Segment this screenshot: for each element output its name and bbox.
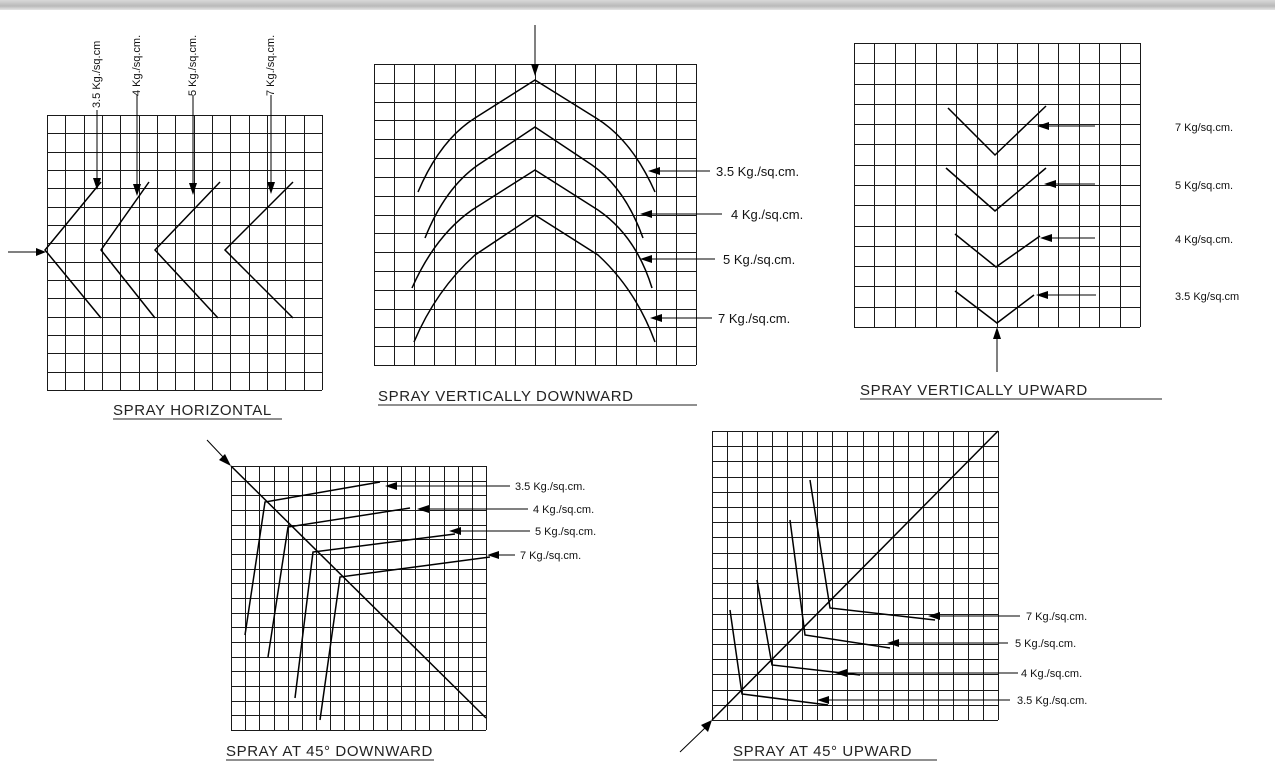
label-7-kg-45u: 7 Kg./sq.cm. <box>1026 611 1087 623</box>
title-spray-horizontal: SPRAY HORIZONTAL <box>113 402 272 419</box>
label-3-5-kg-45d: 3.5 Kg./sq.cm. <box>515 481 585 493</box>
pressure-arrows-downward <box>640 167 722 322</box>
panel-spray-vertically-downward: 3.5 Kg./sq.cm. 4 Kg./sq.cm. 5 Kg./sq.cm.… <box>374 25 803 406</box>
pressure-arrows-45-downward <box>385 482 530 559</box>
label-3-5-kg-45u: 3.5 Kg./sq.cm. <box>1017 695 1087 707</box>
label-3-5-kg: 3.5 Kg./sq.cm <box>91 41 103 108</box>
pattern-curves-horizontal <box>44 181 294 319</box>
label-4-kg-45d: 4 Kg./sq.cm. <box>533 504 594 516</box>
panel-spray-45-upward: 7 Kg./sq.cm. 5 Kg./sq.cm. 4 Kg./sq.cm. 3… <box>679 430 1087 761</box>
pressure-arrows-horizontal <box>93 95 275 196</box>
grid-spray-vertically-upward <box>854 43 1141 328</box>
pressure-arrows-45-upward <box>817 612 1020 704</box>
inlet-arrow-45-down <box>206 439 231 466</box>
label-5-kg: 5 Kg./sq.cm. <box>187 35 199 96</box>
label-7-kg: 7 Kg./sq.cm. <box>265 35 277 96</box>
grid-spray-horizontal <box>47 115 323 391</box>
label-4-kg-45u: 4 Kg./sq.cm. <box>1021 668 1082 680</box>
label-4-kg-down: 4 Kg./sq.cm. <box>731 207 803 222</box>
title-spray-vertically-downward: SPRAY VERTICALLY DOWNWARD <box>378 388 634 405</box>
pressure-arrows-upward <box>1036 122 1096 299</box>
inlet-arrow-45-up <box>679 720 712 753</box>
panel-spray-vertically-upward: 7 Kg/sq.cm. 5 Kg/sq.cm. 4 Kg/sq.cm. 3.5 … <box>854 43 1239 400</box>
pattern-curves-upward <box>945 105 1047 324</box>
label-5-kg-down: 5 Kg./sq.cm. <box>723 252 795 267</box>
panel-spray-horizontal: 3.5 Kg./sq.cm 4 Kg./sq.cm. 5 Kg./sq.cm. … <box>8 35 323 420</box>
title-spray-45-upward: SPRAY AT 45° UPWARD <box>733 743 912 760</box>
inlet-arrow <box>8 248 46 256</box>
title-spray-vertically-upward: SPRAY VERTICALLY UPWARD <box>860 382 1088 399</box>
label-3-5-kg-down: 3.5 Kg./sq.cm. <box>716 164 799 179</box>
title-spray-45-downward: SPRAY AT 45° DOWNWARD <box>226 743 433 760</box>
grid-spray-vertically-downward <box>374 64 697 366</box>
grid-spray-45-downward <box>231 466 487 731</box>
label-5-kg-45u: 5 Kg./sq.cm. <box>1015 638 1076 650</box>
label-3-5-kg-up: 3.5 Kg/sq.cm <box>1175 291 1239 303</box>
label-5-kg-up: 5 Kg/sq.cm. <box>1175 180 1233 192</box>
label-7-kg-down: 7 Kg./sq.cm. <box>718 311 790 326</box>
label-7-kg-up: 7 Kg/sq.cm. <box>1175 122 1233 134</box>
label-4-kg-up: 4 Kg/sq.cm. <box>1175 234 1233 246</box>
panel-spray-45-downward: 3.5 Kg./sq.cm. 4 Kg./sq.cm. 5 Kg./sq.cm.… <box>206 439 596 761</box>
inlet-arrow-down <box>531 25 539 76</box>
pattern-curves-45-upward <box>711 430 999 721</box>
pattern-curves-downward <box>411 79 656 343</box>
pattern-curves-45-downward <box>230 465 491 721</box>
inlet-arrow-up <box>993 327 1001 372</box>
top-bar <box>0 0 1275 10</box>
label-5-kg-45d: 5 Kg./sq.cm. <box>535 526 596 538</box>
label-7-kg-45d: 7 Kg./sq.cm. <box>520 550 581 562</box>
label-4-kg: 4 Kg./sq.cm. <box>131 35 143 96</box>
